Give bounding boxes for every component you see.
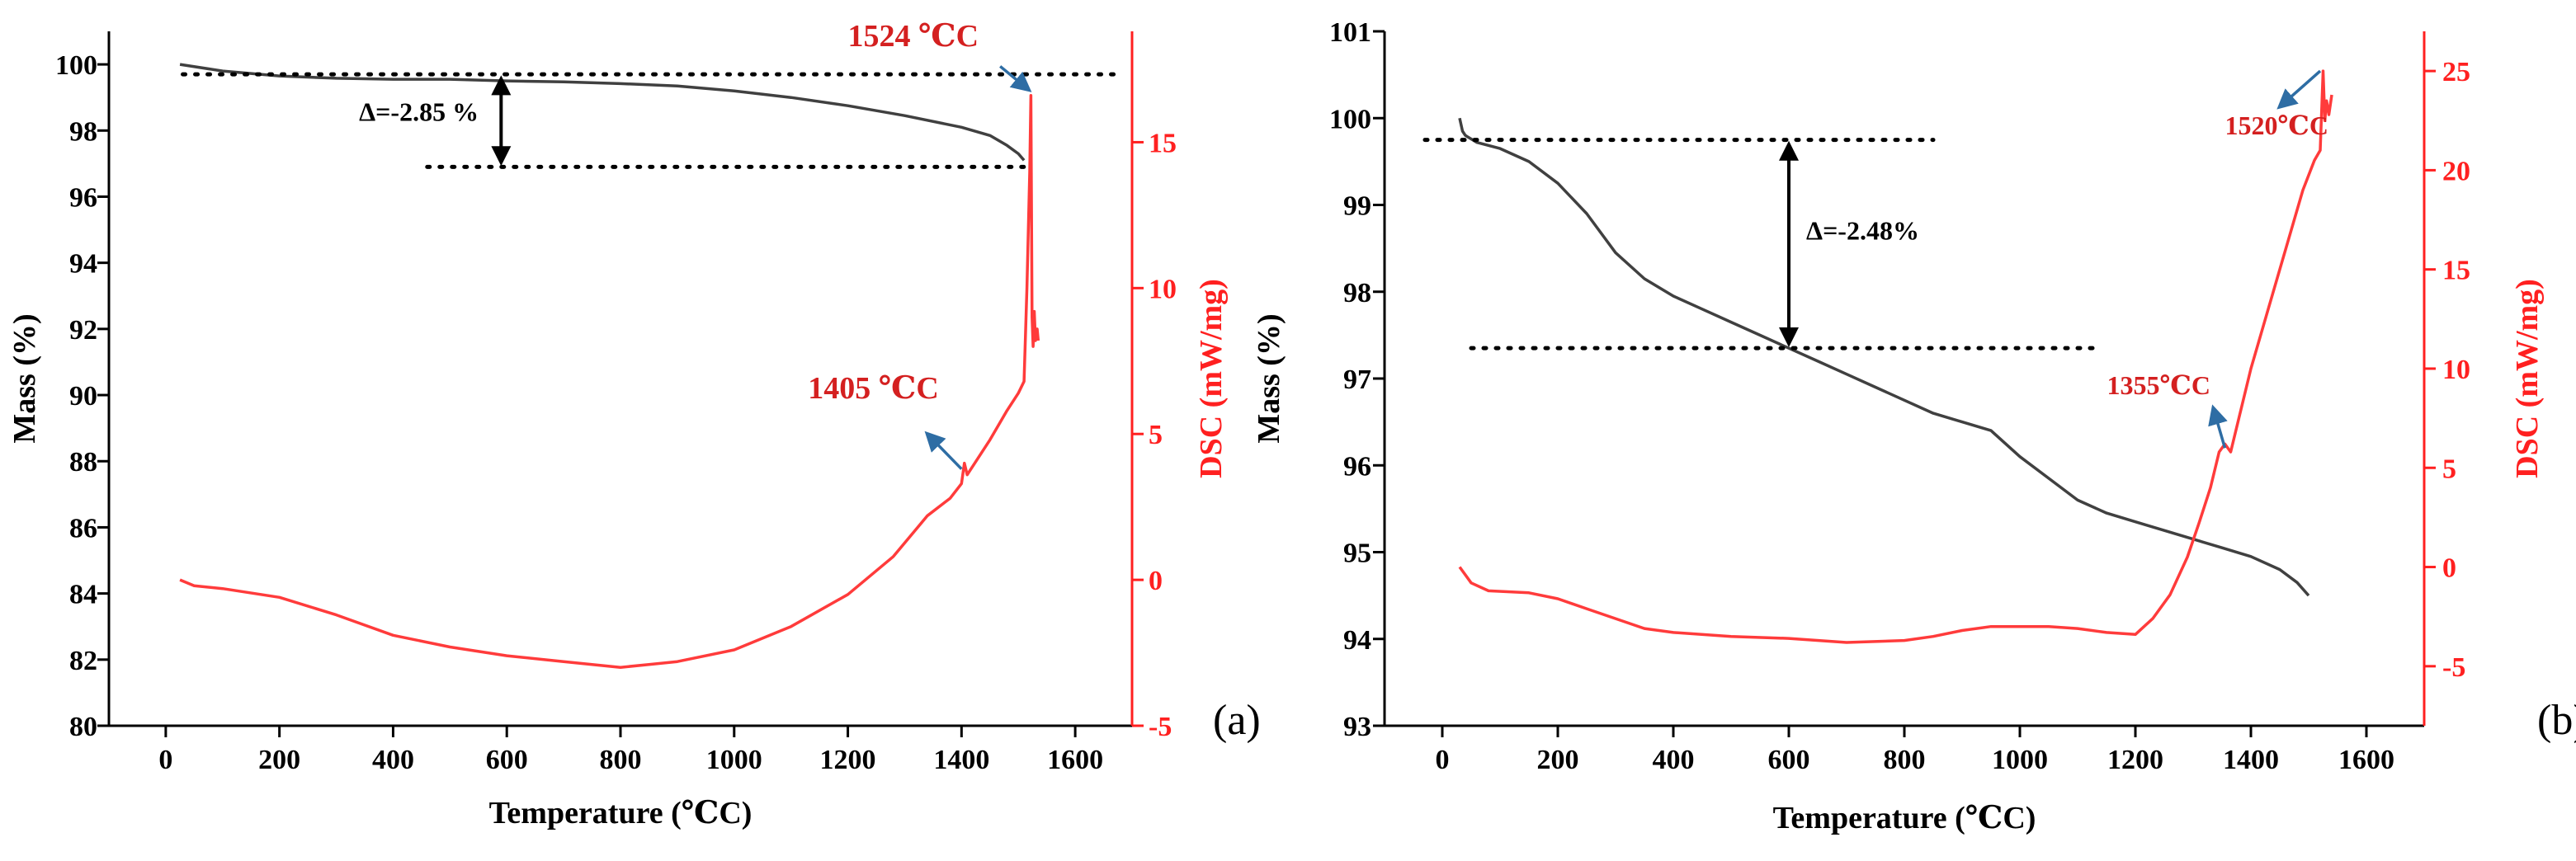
left-y-tick-label: 98 bbox=[1343, 278, 1371, 308]
left-y-tick-label: 98 bbox=[69, 116, 97, 147]
right-y-tick-label: 5 bbox=[1149, 420, 1163, 450]
peak-high-arrow bbox=[2276, 69, 2322, 110]
x-tick-label: 1000 bbox=[706, 745, 762, 775]
left-y-tick-label: 86 bbox=[69, 513, 97, 543]
right-y-tick-label: 15 bbox=[2442, 256, 2470, 286]
right-y-tick-label: 15 bbox=[1149, 128, 1177, 158]
mass-series-line bbox=[1458, 117, 2310, 597]
right-y-tick-label: 20 bbox=[2442, 156, 2470, 186]
peak-low-label: 1355℃C bbox=[2107, 370, 2210, 400]
x-tick-label: 0 bbox=[158, 745, 172, 775]
right-y-tick-label: -5 bbox=[1149, 712, 1172, 742]
left-y-axis-title: Mass (%) bbox=[1252, 313, 1286, 443]
right-y-tick-label: 0 bbox=[2442, 553, 2456, 584]
x-tick-label: 1200 bbox=[2107, 745, 2163, 775]
peak-low-arrow bbox=[2208, 404, 2228, 449]
peak-high-label: 1524 ℃C bbox=[848, 19, 979, 54]
x-tick-label: 1000 bbox=[1992, 745, 2048, 775]
x-tick-label: 400 bbox=[1653, 745, 1695, 775]
right-y-axis-title: DSC (mW/mg) bbox=[2510, 279, 2545, 478]
right-y-axis-title: DSC (mW/mg) bbox=[1194, 279, 1229, 478]
left-y-tick-label: 94 bbox=[1343, 625, 1371, 656]
peak-low-arrow bbox=[924, 430, 963, 470]
x-tick-label: 1400 bbox=[2223, 745, 2279, 775]
right-y-tick-label: -5 bbox=[2442, 652, 2465, 683]
panel-label: (a) bbox=[1213, 697, 1261, 744]
dsc-series-line bbox=[1458, 69, 2333, 644]
x-axis-title: Temperature (℃C) bbox=[489, 796, 753, 830]
x-tick-label: 0 bbox=[1436, 745, 1450, 775]
right-y-tick-label: 25 bbox=[2442, 57, 2470, 87]
x-tick-label: 1200 bbox=[820, 745, 876, 775]
x-axis-title: Temperature (℃C) bbox=[1773, 801, 2036, 835]
left-y-tick-label: 100 bbox=[1329, 104, 1371, 134]
x-tick-label: 600 bbox=[1768, 745, 1810, 775]
left-y-tick-label: 95 bbox=[1343, 539, 1371, 569]
right-y-tick-label: 10 bbox=[1149, 274, 1177, 304]
mass-series-line bbox=[179, 63, 1026, 162]
left-y-tick-label: 90 bbox=[69, 381, 97, 412]
right-y-tick-label: 5 bbox=[2442, 454, 2456, 484]
peak-low-label: 1405 ℃C bbox=[808, 371, 938, 406]
dsc-series-line bbox=[179, 94, 1040, 669]
panel-label: (b) bbox=[2537, 697, 2576, 744]
x-tick-label: 600 bbox=[486, 745, 528, 775]
x-tick-label: 400 bbox=[372, 745, 414, 775]
chart-panel-a: 0 200 400 600 800 1000 1200 1400 160080828486889… bbox=[7, 19, 1261, 830]
mass-loss-label: Δ=-2.85 % bbox=[359, 96, 479, 126]
mass-loss-label: Δ=-2.48% bbox=[1806, 216, 1919, 246]
x-tick-label: 1400 bbox=[933, 745, 989, 775]
left-y-tick-label: 97 bbox=[1343, 365, 1371, 395]
left-y-tick-label: 82 bbox=[69, 646, 97, 676]
x-tick-label: 200 bbox=[258, 745, 300, 775]
chart-panel-b: 0 200 400 600 800 1000 1200 1400 160093949596979… bbox=[1252, 17, 2576, 835]
left-y-tick-label: 96 bbox=[1343, 451, 1371, 482]
left-y-tick-label: 100 bbox=[55, 50, 97, 81]
x-tick-label: 200 bbox=[1537, 745, 1579, 775]
left-y-tick-label: 80 bbox=[69, 712, 97, 742]
left-y-tick-label: 99 bbox=[1343, 191, 1371, 222]
left-y-tick-label: 96 bbox=[69, 182, 97, 213]
peak-high-arrow bbox=[999, 65, 1032, 92]
right-y-tick-label: 0 bbox=[1149, 566, 1163, 596]
left-y-tick-label: 94 bbox=[69, 249, 97, 280]
x-tick-label: 1600 bbox=[1047, 745, 1103, 775]
right-y-tick-label: 10 bbox=[2442, 355, 2470, 385]
left-y-tick-label: 92 bbox=[69, 315, 97, 346]
left-y-axis-title: Mass (%) bbox=[7, 313, 42, 443]
x-tick-label: 800 bbox=[1884, 745, 1926, 775]
left-y-tick-label: 88 bbox=[69, 447, 97, 478]
left-y-tick-label: 101 bbox=[1329, 17, 1371, 48]
x-tick-label: 800 bbox=[600, 745, 642, 775]
left-y-tick-label: 84 bbox=[69, 580, 97, 610]
peak-high-label: 1520℃C bbox=[2225, 111, 2328, 140]
left-y-tick-label: 93 bbox=[1343, 712, 1371, 742]
x-tick-label: 1600 bbox=[2338, 745, 2394, 775]
